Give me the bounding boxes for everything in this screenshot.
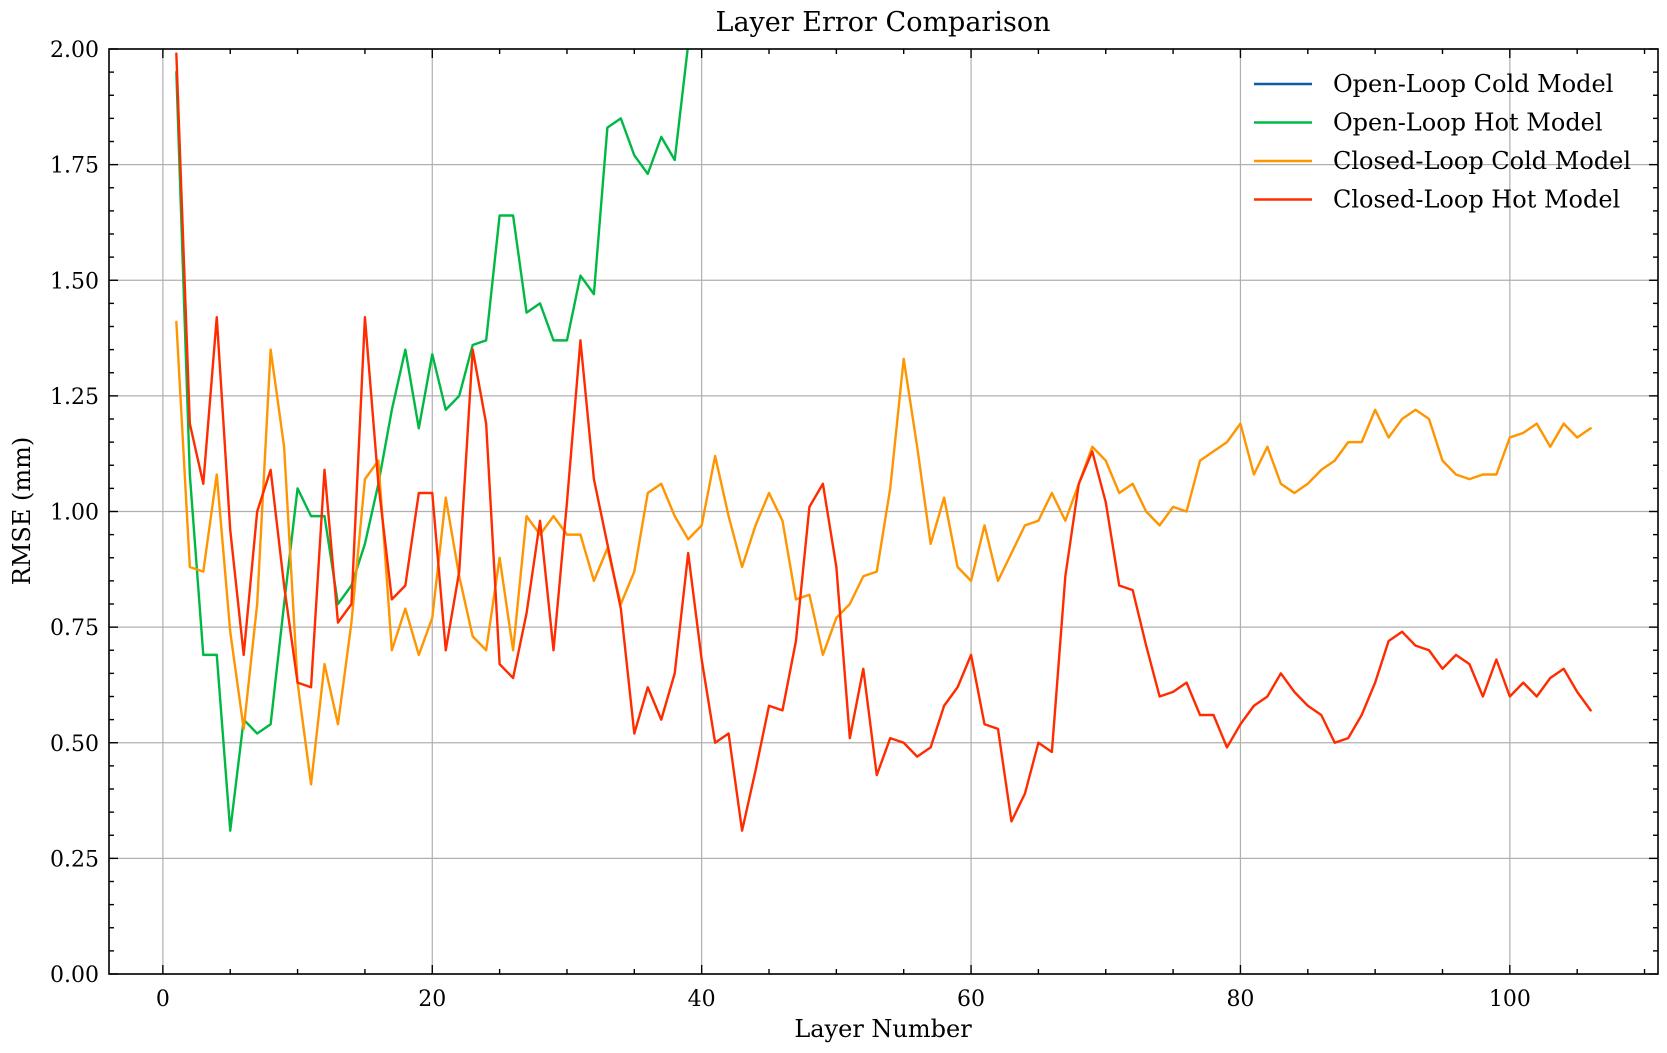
- y-tick-label: 1.50: [50, 269, 99, 294]
- y-tick-label: 0.75: [50, 616, 99, 641]
- x-tick-label: 0: [156, 987, 170, 1012]
- x-axis-title: Layer Number: [794, 1015, 972, 1043]
- x-tick-label: 80: [1226, 987, 1254, 1012]
- x-tick-label: 40: [688, 987, 716, 1012]
- series-line-closed-loop-hot-model: [175, 52, 1592, 832]
- series-line-open-loop-hot-model: [175, 49, 689, 832]
- y-tick-label: 0.25: [50, 847, 99, 872]
- series-line-closed-loop-cold-model: [175, 320, 1592, 786]
- legend-label: Closed-Loop Cold Model: [1333, 147, 1631, 175]
- y-tick-label: 0.50: [50, 732, 99, 757]
- chart-title: Layer Error Comparison: [716, 7, 1051, 38]
- y-tick-label: 1.25: [50, 385, 99, 410]
- y-tick-label: 2.00: [50, 38, 99, 63]
- y-tick-label: 1.75: [50, 154, 99, 179]
- y-axis-title: RMSE (mm): [8, 437, 36, 585]
- x-tick-label: 20: [418, 987, 446, 1012]
- legend-label: Open-Loop Hot Model: [1333, 109, 1603, 137]
- x-tick-label: 60: [957, 987, 985, 1012]
- axis-ticks: 0 20 40 60 80 100 0.00 0.25 0.50 0.75 1.00 1.25 1.50…: [50, 38, 1658, 1012]
- x-tick-label: 100: [1489, 987, 1531, 1012]
- legend: Open-Loop Cold Model Open-Loop Hot Model C…: [1254, 70, 1631, 214]
- y-tick-label: 0.00: [50, 963, 99, 988]
- legend-label: Closed-Loop Hot Model: [1333, 186, 1620, 214]
- series-group: [175, 49, 1592, 832]
- legend-label: Open-Loop Cold Model: [1333, 70, 1613, 98]
- y-tick-label: 1.00: [50, 501, 99, 526]
